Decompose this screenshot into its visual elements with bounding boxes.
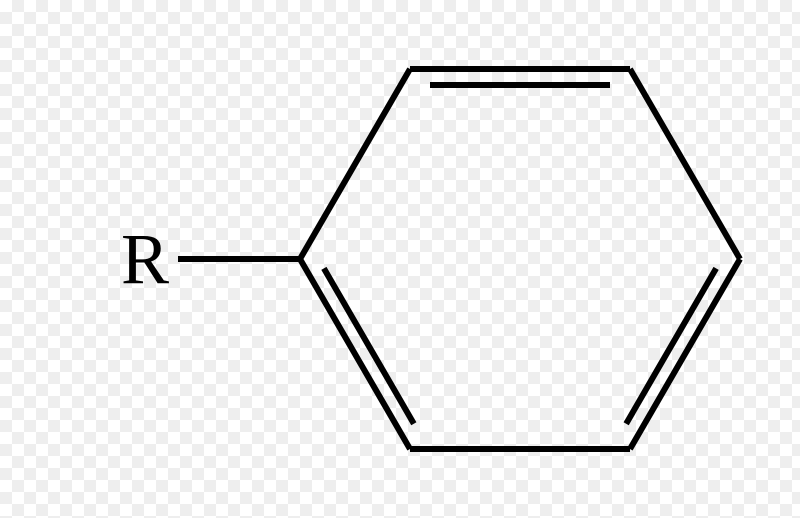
substituent-label: R <box>121 223 169 295</box>
ring-bond <box>630 69 740 259</box>
diagram-canvas: R <box>0 0 800 518</box>
ring-bond <box>300 259 410 449</box>
ring-double-bond <box>626 268 716 423</box>
ring-double-bond <box>324 268 414 423</box>
ring-bond <box>300 69 410 259</box>
ring-bond <box>630 259 740 449</box>
